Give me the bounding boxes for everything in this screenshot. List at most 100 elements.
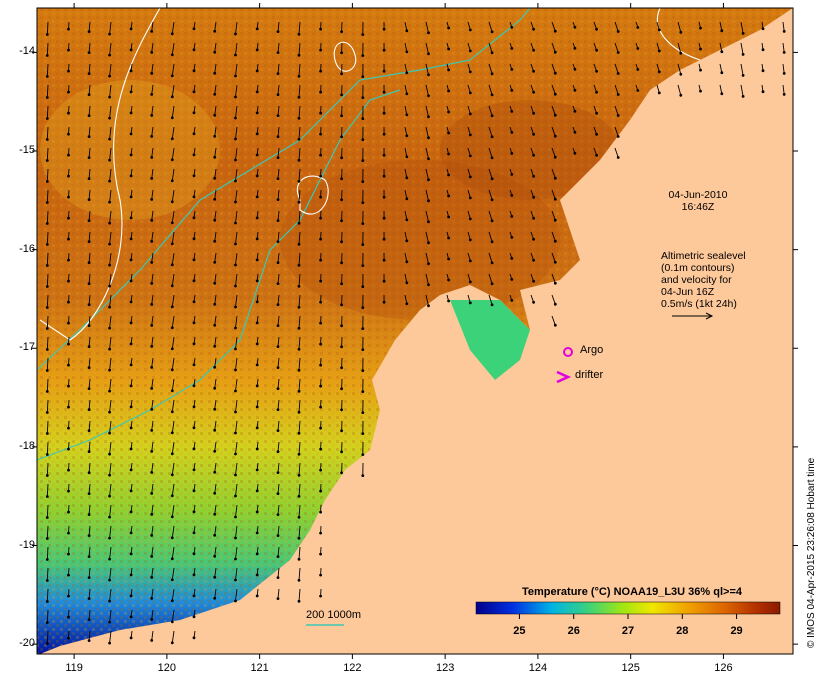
velocity-arrow	[171, 105, 175, 118]
velocity-arrow-head	[553, 239, 557, 243]
velocity-arrow	[46, 420, 49, 434]
velocity-arrow	[235, 483, 238, 497]
velocity-arrow	[214, 231, 217, 242]
velocity-arrow	[88, 21, 91, 32]
velocity-arrow-head	[87, 114, 91, 117]
velocity-arrow-head	[510, 152, 514, 155]
velocity-arrow-head	[213, 449, 217, 453]
velocity-arrow-head	[87, 450, 91, 453]
velocity-arrow	[214, 168, 217, 179]
velocity-arrow-head	[490, 261, 494, 265]
velocity-arrow	[551, 147, 556, 158]
velocity-arrow	[46, 231, 49, 245]
velocity-arrow-head	[255, 216, 259, 220]
velocity-arrow	[404, 63, 408, 73]
velocity-arrow-head	[255, 111, 259, 115]
velocity-arrow	[277, 252, 280, 263]
velocity-arrow-head	[361, 369, 365, 372]
velocity-arrow	[277, 378, 280, 389]
argo-label: Argo	[580, 344, 604, 356]
velocity-arrow-head	[234, 452, 237, 456]
velocity-arrow-head	[150, 534, 154, 537]
velocity-arrow	[614, 147, 619, 158]
alt-line3: and velocity for	[661, 274, 732, 286]
velocity-arrow-head	[427, 241, 430, 245]
velocity-arrow-head	[468, 175, 472, 179]
velocity-arrow-head	[87, 534, 91, 537]
velocity-arrow-head	[510, 299, 514, 302]
velocity-arrow-head	[340, 156, 343, 160]
velocity-arrow-head	[657, 91, 661, 95]
velocity-arrow-head	[340, 366, 343, 370]
velocity-arrow	[171, 147, 175, 160]
velocity-arrow-head	[340, 114, 343, 118]
velocity-arrow-head	[170, 494, 174, 498]
velocity-arrow-head	[510, 110, 514, 113]
velocity-arrow-head	[170, 641, 174, 645]
velocity-arrow-head	[427, 283, 430, 287]
velocity-arrow-head	[510, 236, 514, 239]
velocity-arrow-head	[382, 258, 386, 262]
velocity-arrow	[46, 147, 49, 161]
velocity-arrow-head	[297, 179, 301, 183]
velocity-arrow	[551, 105, 556, 116]
velocity-arrow-head	[616, 30, 620, 33]
velocity-arrow-head	[67, 573, 70, 577]
velocity-arrow-head	[87, 72, 91, 75]
velocity-arrow-head	[213, 50, 217, 54]
velocity-arrow-head	[234, 242, 237, 246]
velocity-arrow-head	[468, 238, 472, 242]
velocity-arrow-head	[382, 216, 386, 220]
velocity-arrow-head	[213, 281, 217, 285]
velocity-arrow	[46, 189, 49, 203]
velocity-arrow-head	[573, 109, 577, 113]
velocity-arrow	[425, 210, 429, 222]
velocity-arrow-head	[170, 137, 174, 141]
velocity-arrow-head	[319, 405, 322, 409]
velocity-arrow	[88, 567, 91, 578]
velocity-arrow-head	[234, 32, 237, 36]
velocity-arrow-head	[319, 489, 322, 493]
velocity-arrow	[488, 84, 493, 95]
velocity-arrow-head	[297, 158, 301, 162]
velocity-arrow	[214, 483, 217, 494]
velocity-arrow	[404, 147, 408, 157]
velocity-arrow-head	[87, 387, 91, 390]
velocity-arrow-head	[45, 642, 49, 645]
alt-line2: (0.1m contours)	[661, 262, 735, 274]
velocity-arrow-head	[45, 453, 49, 456]
velocity-arrow-head	[510, 173, 514, 176]
velocity-arrow	[171, 42, 175, 55]
velocity-arrow-head	[340, 135, 343, 139]
velocity-arrow-head	[319, 531, 322, 535]
velocity-arrow-head	[234, 599, 237, 603]
velocity-arrow	[151, 588, 154, 599]
velocity-arrow	[740, 63, 744, 76]
velocity-arrow	[277, 525, 280, 536]
velocity-arrow-head	[319, 573, 322, 577]
velocity-arrow	[235, 168, 238, 182]
velocity-arrow	[214, 567, 217, 578]
velocity-arrow-head	[213, 512, 217, 516]
velocity-arrow-head	[276, 408, 280, 411]
velocity-arrow-head	[150, 366, 154, 369]
velocity-arrow	[277, 84, 280, 95]
velocity-arrow-head	[276, 261, 280, 264]
velocity-arrow-head	[129, 510, 133, 514]
velocity-arrow-head	[150, 408, 154, 411]
velocity-arrow-head	[553, 134, 557, 138]
velocity-arrow-head	[150, 555, 154, 558]
velocity-arrow-head	[468, 133, 472, 137]
velocity-arrow-head	[234, 53, 237, 57]
velocity-arrow-head	[427, 94, 430, 98]
velocity-arrow	[88, 273, 91, 284]
velocity-arrow-head	[108, 242, 111, 246]
credit-text: © IMOS 04-Apr-2015 23:26:08 Hobart time	[806, 457, 817, 648]
velocity-arrow-head	[276, 513, 280, 516]
velocity-arrow-head	[276, 135, 280, 139]
velocity-arrow-head	[170, 158, 174, 162]
velocity-arrow-head	[108, 305, 111, 309]
velocity-arrow-head	[234, 347, 237, 351]
velocity-arrow-head	[108, 116, 111, 120]
velocity-arrow	[109, 84, 112, 98]
